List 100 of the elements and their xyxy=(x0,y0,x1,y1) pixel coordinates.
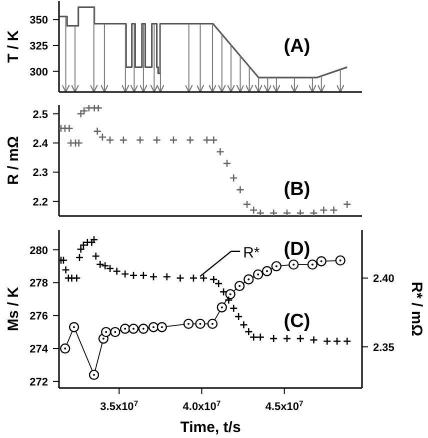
point xyxy=(225,289,236,300)
point xyxy=(195,318,206,329)
y-tick-label: 280 xyxy=(30,244,48,257)
point xyxy=(119,136,128,144)
point xyxy=(234,280,245,292)
x-tick-label: 4.0x10$^{7}$ xyxy=(182,398,221,413)
x-axis-title: Time, t/s xyxy=(180,419,241,436)
point xyxy=(234,312,243,321)
annotation: (B) xyxy=(284,179,310,201)
point xyxy=(296,208,305,216)
point xyxy=(80,106,88,115)
point xyxy=(156,322,168,332)
point xyxy=(129,271,138,280)
point xyxy=(148,322,159,332)
point xyxy=(229,174,238,182)
point xyxy=(202,136,212,144)
y-tick-label: 325 xyxy=(30,40,48,52)
y-tick-label: 300 xyxy=(30,66,48,78)
point xyxy=(219,288,228,296)
point xyxy=(209,136,218,144)
y-tick-label: 2.3 xyxy=(32,167,48,180)
point xyxy=(65,124,74,133)
x-tick-label: 3.5x10$^{7}$ xyxy=(100,398,138,413)
point xyxy=(269,208,278,216)
line-series xyxy=(59,6,348,78)
point xyxy=(216,148,224,156)
point xyxy=(207,318,218,329)
y-tick-label: 272 xyxy=(30,376,48,388)
point xyxy=(106,136,114,144)
y-tick-label: 278 xyxy=(30,278,48,290)
y-tick-label: 2.4 xyxy=(32,138,49,150)
point xyxy=(271,261,282,272)
point xyxy=(76,245,85,254)
point xyxy=(183,318,194,329)
point xyxy=(138,324,149,334)
point xyxy=(342,200,352,208)
point xyxy=(240,320,248,329)
point xyxy=(76,110,85,118)
point xyxy=(120,324,130,334)
point xyxy=(252,269,264,280)
y-tick-label: 2.5 xyxy=(32,108,48,121)
annotation: R* xyxy=(243,244,260,262)
x-tick-label: 4.5x10$^{7}$ xyxy=(265,398,304,413)
point xyxy=(320,206,328,214)
y-tick-label: 276 xyxy=(30,310,48,323)
y-axis-title: R / mΩ xyxy=(5,136,22,185)
point xyxy=(262,266,272,276)
y-axis-title: Ms / K xyxy=(5,286,22,332)
point xyxy=(307,259,318,270)
point xyxy=(72,274,81,282)
point xyxy=(84,105,94,112)
point xyxy=(169,136,178,144)
point xyxy=(162,272,172,281)
point xyxy=(139,271,148,280)
point xyxy=(342,337,352,346)
point xyxy=(149,272,158,281)
point xyxy=(244,274,254,284)
point xyxy=(176,274,184,282)
point xyxy=(110,326,120,338)
point xyxy=(249,206,258,214)
y2-axis-title: R* / mΩ xyxy=(408,282,425,336)
point xyxy=(79,240,88,250)
point xyxy=(92,252,100,260)
point xyxy=(62,266,70,274)
point xyxy=(330,206,338,214)
point xyxy=(282,208,292,216)
point xyxy=(332,337,342,346)
point xyxy=(88,238,96,247)
point xyxy=(189,274,198,282)
point xyxy=(269,334,278,343)
point xyxy=(68,322,80,332)
point xyxy=(322,337,332,346)
point xyxy=(310,208,318,216)
y-tick-label: 274 xyxy=(30,344,49,356)
point xyxy=(88,370,100,380)
point xyxy=(242,200,252,208)
y-axis-title: T / K xyxy=(5,30,22,63)
point xyxy=(256,333,265,342)
point xyxy=(112,267,121,276)
point xyxy=(90,235,98,244)
point xyxy=(186,136,194,144)
point xyxy=(136,136,144,144)
point xyxy=(256,208,265,216)
point xyxy=(94,105,102,112)
point xyxy=(152,136,161,144)
point xyxy=(288,259,299,270)
y-tick-label: 350 xyxy=(30,14,48,27)
point xyxy=(236,186,244,194)
annotation: (C) xyxy=(284,311,310,333)
point xyxy=(296,334,305,343)
y2-tick-label: 2.35 xyxy=(373,342,394,354)
point xyxy=(316,256,326,266)
y2-tick-label: 2.40 xyxy=(373,273,394,286)
point xyxy=(335,255,346,266)
point xyxy=(60,343,70,354)
point xyxy=(128,324,139,334)
point xyxy=(229,304,238,312)
point xyxy=(282,334,292,343)
y-tick-label: 2.2 xyxy=(32,196,48,208)
point xyxy=(75,253,84,262)
